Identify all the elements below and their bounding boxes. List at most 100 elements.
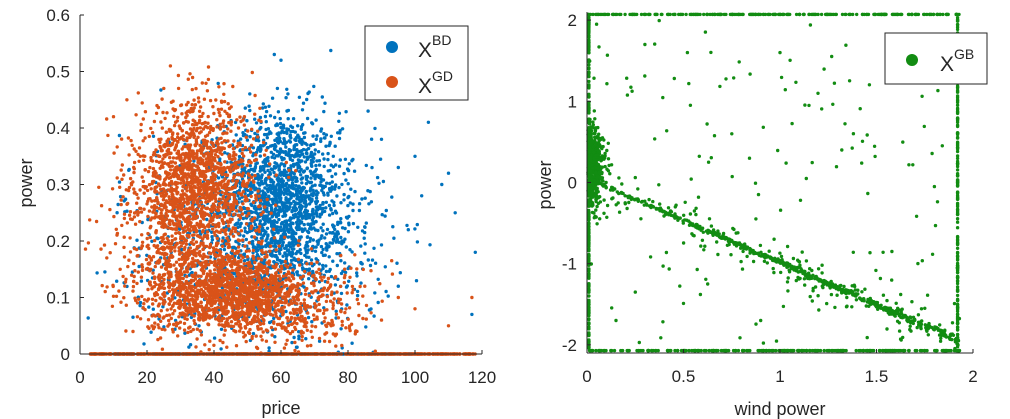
- point-gd: [127, 185, 132, 190]
- point-gd: [226, 202, 230, 206]
- point-bd: [301, 101, 306, 105]
- point-bd: [258, 166, 263, 170]
- point-bd: [283, 232, 287, 236]
- point-bd: [303, 141, 308, 146]
- point-bd: [305, 251, 309, 255]
- point-bd: [268, 320, 272, 325]
- point-bd: [265, 217, 269, 221]
- point-bd: [313, 148, 317, 152]
- point-bd: [309, 222, 313, 226]
- point-gd: [103, 289, 107, 294]
- point-bd: [276, 211, 281, 215]
- point-bd: [337, 136, 342, 141]
- point-gd: [141, 179, 146, 184]
- point-gd: [195, 156, 199, 160]
- point-gd: [188, 303, 192, 307]
- point-bd: [265, 136, 269, 140]
- point-gd: [249, 160, 253, 165]
- point-gd: [232, 174, 237, 178]
- point-gd: [217, 224, 221, 229]
- point-gd: [256, 189, 260, 193]
- point-bd: [255, 211, 259, 215]
- point-bd: [320, 95, 324, 99]
- point-bd: [273, 241, 277, 246]
- point-bd: [275, 149, 280, 153]
- point-bd: [346, 203, 350, 208]
- point-gd: [191, 233, 195, 237]
- point-gd: [222, 179, 226, 183]
- point-bd: [260, 236, 264, 240]
- point-bd: [279, 222, 284, 226]
- point-bd: [329, 274, 334, 279]
- point-bd: [244, 237, 248, 242]
- point-bd: [333, 227, 337, 232]
- point-bd: [272, 170, 276, 175]
- point-gd: [294, 169, 298, 173]
- point-gd: [222, 99, 227, 104]
- point-gd: [201, 142, 206, 146]
- point-bd: [332, 203, 336, 208]
- point-bd: [117, 133, 122, 138]
- point-gd: [235, 179, 240, 183]
- point-gd: [177, 252, 182, 256]
- point-bd: [278, 136, 282, 140]
- point-bd: [330, 185, 334, 189]
- point-bd: [282, 168, 287, 172]
- point-gd: [224, 242, 229, 246]
- point-gd: [146, 169, 151, 174]
- point-gd: [208, 157, 212, 161]
- point-gd: [211, 105, 215, 109]
- point-gd: [146, 287, 150, 292]
- point-gd: [241, 184, 246, 188]
- point-gd: [220, 190, 224, 194]
- point-gd: [284, 278, 288, 282]
- point-gd: [211, 156, 215, 160]
- point-bd: [233, 246, 238, 250]
- point-gd: [162, 143, 166, 147]
- point-bd: [279, 58, 283, 62]
- point-gd: [223, 202, 227, 206]
- point-bd: [376, 300, 380, 305]
- point-bd: [307, 255, 311, 259]
- point-gd: [209, 165, 213, 169]
- point-bd: [263, 105, 268, 109]
- point-gd: [132, 170, 136, 175]
- point-bd: [216, 176, 221, 180]
- point-gd: [231, 147, 236, 151]
- point-bd: [334, 183, 338, 187]
- point-gd: [175, 119, 179, 123]
- point-gd: [230, 249, 235, 253]
- point-bd: [266, 233, 270, 237]
- point-gd: [271, 264, 275, 269]
- point-bd: [343, 157, 348, 161]
- point-bd: [275, 220, 279, 224]
- point-bd: [275, 230, 280, 234]
- point-gd: [195, 337, 199, 341]
- point-gd: [228, 205, 232, 209]
- point-bd: [290, 158, 295, 163]
- point-bd: [289, 196, 293, 200]
- point-bd: [300, 227, 304, 231]
- point-bd: [300, 216, 305, 220]
- point-bd: [261, 102, 265, 106]
- point-bd: [302, 169, 307, 173]
- point-bd: [320, 178, 324, 182]
- point-bd: [323, 136, 327, 140]
- point-bd: [137, 264, 141, 269]
- point-bd: [366, 109, 370, 113]
- point-bd: [265, 183, 269, 187]
- point-bd: [426, 120, 431, 125]
- point-bd: [355, 289, 360, 294]
- point-bd: [230, 245, 235, 250]
- point-bd: [261, 189, 265, 193]
- point-gd: [243, 199, 248, 203]
- point-bd: [345, 303, 349, 307]
- point-gd: [192, 106, 196, 110]
- point-bd: [367, 202, 371, 206]
- point-bd: [373, 126, 377, 131]
- point-bd: [234, 222, 239, 226]
- point-gd: [232, 200, 236, 204]
- point-gd: [123, 284, 127, 288]
- point-bd: [305, 212, 309, 216]
- point-gd: [184, 131, 189, 135]
